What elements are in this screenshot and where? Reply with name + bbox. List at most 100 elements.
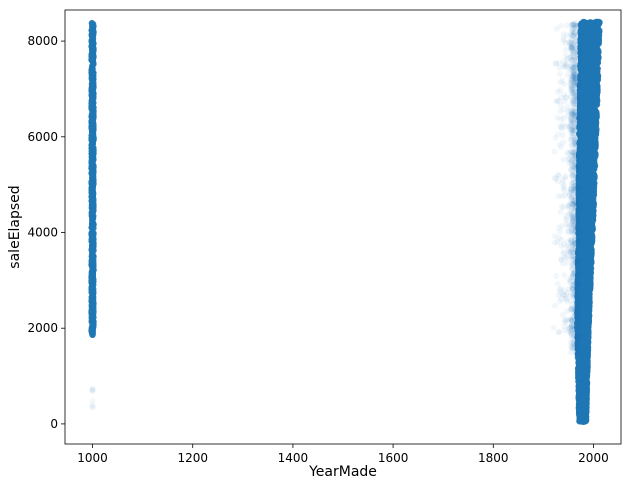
data-point (569, 221, 576, 228)
data-point (570, 50, 577, 57)
data-point (569, 158, 575, 164)
data-point (562, 46, 569, 53)
data-point (568, 297, 574, 304)
data-point (560, 139, 567, 146)
data-point (88, 192, 96, 199)
data-point (555, 329, 562, 336)
data-point (89, 120, 97, 128)
data-point (568, 225, 575, 232)
data-point (564, 243, 571, 250)
data-point (562, 192, 569, 199)
data-point (561, 61, 568, 68)
data-point (567, 316, 574, 322)
data-point (556, 64, 563, 71)
data-point (89, 129, 96, 136)
data-point (569, 142, 576, 149)
data-point (89, 65, 96, 73)
data-point (89, 386, 96, 393)
data-point (88, 274, 96, 281)
data-points (88, 18, 603, 425)
data-point (563, 298, 570, 305)
data-point (569, 326, 576, 333)
data-point (561, 91, 568, 98)
data-point (566, 192, 573, 198)
data-point (563, 62, 569, 69)
data-point (89, 174, 96, 181)
data-point (563, 221, 570, 228)
data-point (565, 328, 572, 335)
data-point (554, 280, 561, 287)
data-point (563, 295, 570, 302)
data-point (558, 116, 564, 122)
data-point (568, 129, 575, 136)
data-point (561, 327, 568, 334)
data-point (560, 156, 567, 163)
data-point (560, 248, 567, 255)
data-point (569, 35, 576, 42)
data-point (566, 210, 572, 217)
data-point (564, 32, 570, 39)
data-point (88, 209, 96, 216)
data-point (564, 72, 571, 79)
data-point (559, 312, 566, 318)
data-point (552, 60, 559, 67)
data-point (89, 321, 96, 328)
data-point (554, 97, 561, 104)
data-point (570, 90, 577, 97)
data-point (568, 317, 575, 324)
data-point (557, 102, 564, 109)
data-point (556, 60, 563, 67)
data-point (558, 125, 565, 132)
data-point (88, 327, 96, 335)
data-point (563, 255, 570, 261)
data-point (565, 203, 572, 210)
data-point (90, 225, 97, 232)
data-point (89, 404, 96, 411)
data-point (558, 203, 565, 210)
data-point (560, 31, 567, 38)
data-point (90, 266, 97, 274)
data-point (567, 248, 574, 255)
data-point (566, 248, 573, 255)
data-point (90, 247, 97, 254)
data-point (564, 249, 571, 256)
data-point (552, 175, 559, 182)
data-point (571, 218, 577, 225)
data-point (566, 326, 573, 333)
data-point (555, 329, 562, 335)
data-point (89, 281, 96, 289)
data-point (564, 253, 571, 260)
data-point (568, 110, 575, 117)
data-point (571, 70, 578, 77)
data-point (90, 156, 97, 163)
data-point (557, 285, 564, 292)
data-point (553, 98, 560, 105)
data-point (567, 186, 574, 193)
data-point (88, 197, 96, 204)
data-point (568, 36, 575, 43)
data-point (553, 25, 560, 32)
data-point (551, 302, 558, 309)
data-point (557, 86, 564, 93)
data-point (561, 182, 568, 189)
data-point (568, 224, 575, 230)
data-point (89, 215, 96, 223)
data-point (556, 123, 563, 130)
data-point (89, 290, 97, 297)
data-point (558, 256, 565, 263)
data-point (558, 256, 564, 263)
data-point (552, 239, 559, 246)
data-point (553, 60, 560, 67)
data-point (556, 98, 563, 105)
data-point (561, 323, 568, 330)
data-point (562, 173, 569, 180)
data-point (560, 291, 567, 298)
data-point (90, 314, 97, 321)
data-point (572, 89, 578, 95)
data-point (89, 385, 96, 392)
data-point (565, 228, 572, 235)
data-point (90, 255, 97, 262)
data-point (557, 22, 564, 29)
data-point (570, 84, 576, 91)
data-point (570, 24, 577, 31)
